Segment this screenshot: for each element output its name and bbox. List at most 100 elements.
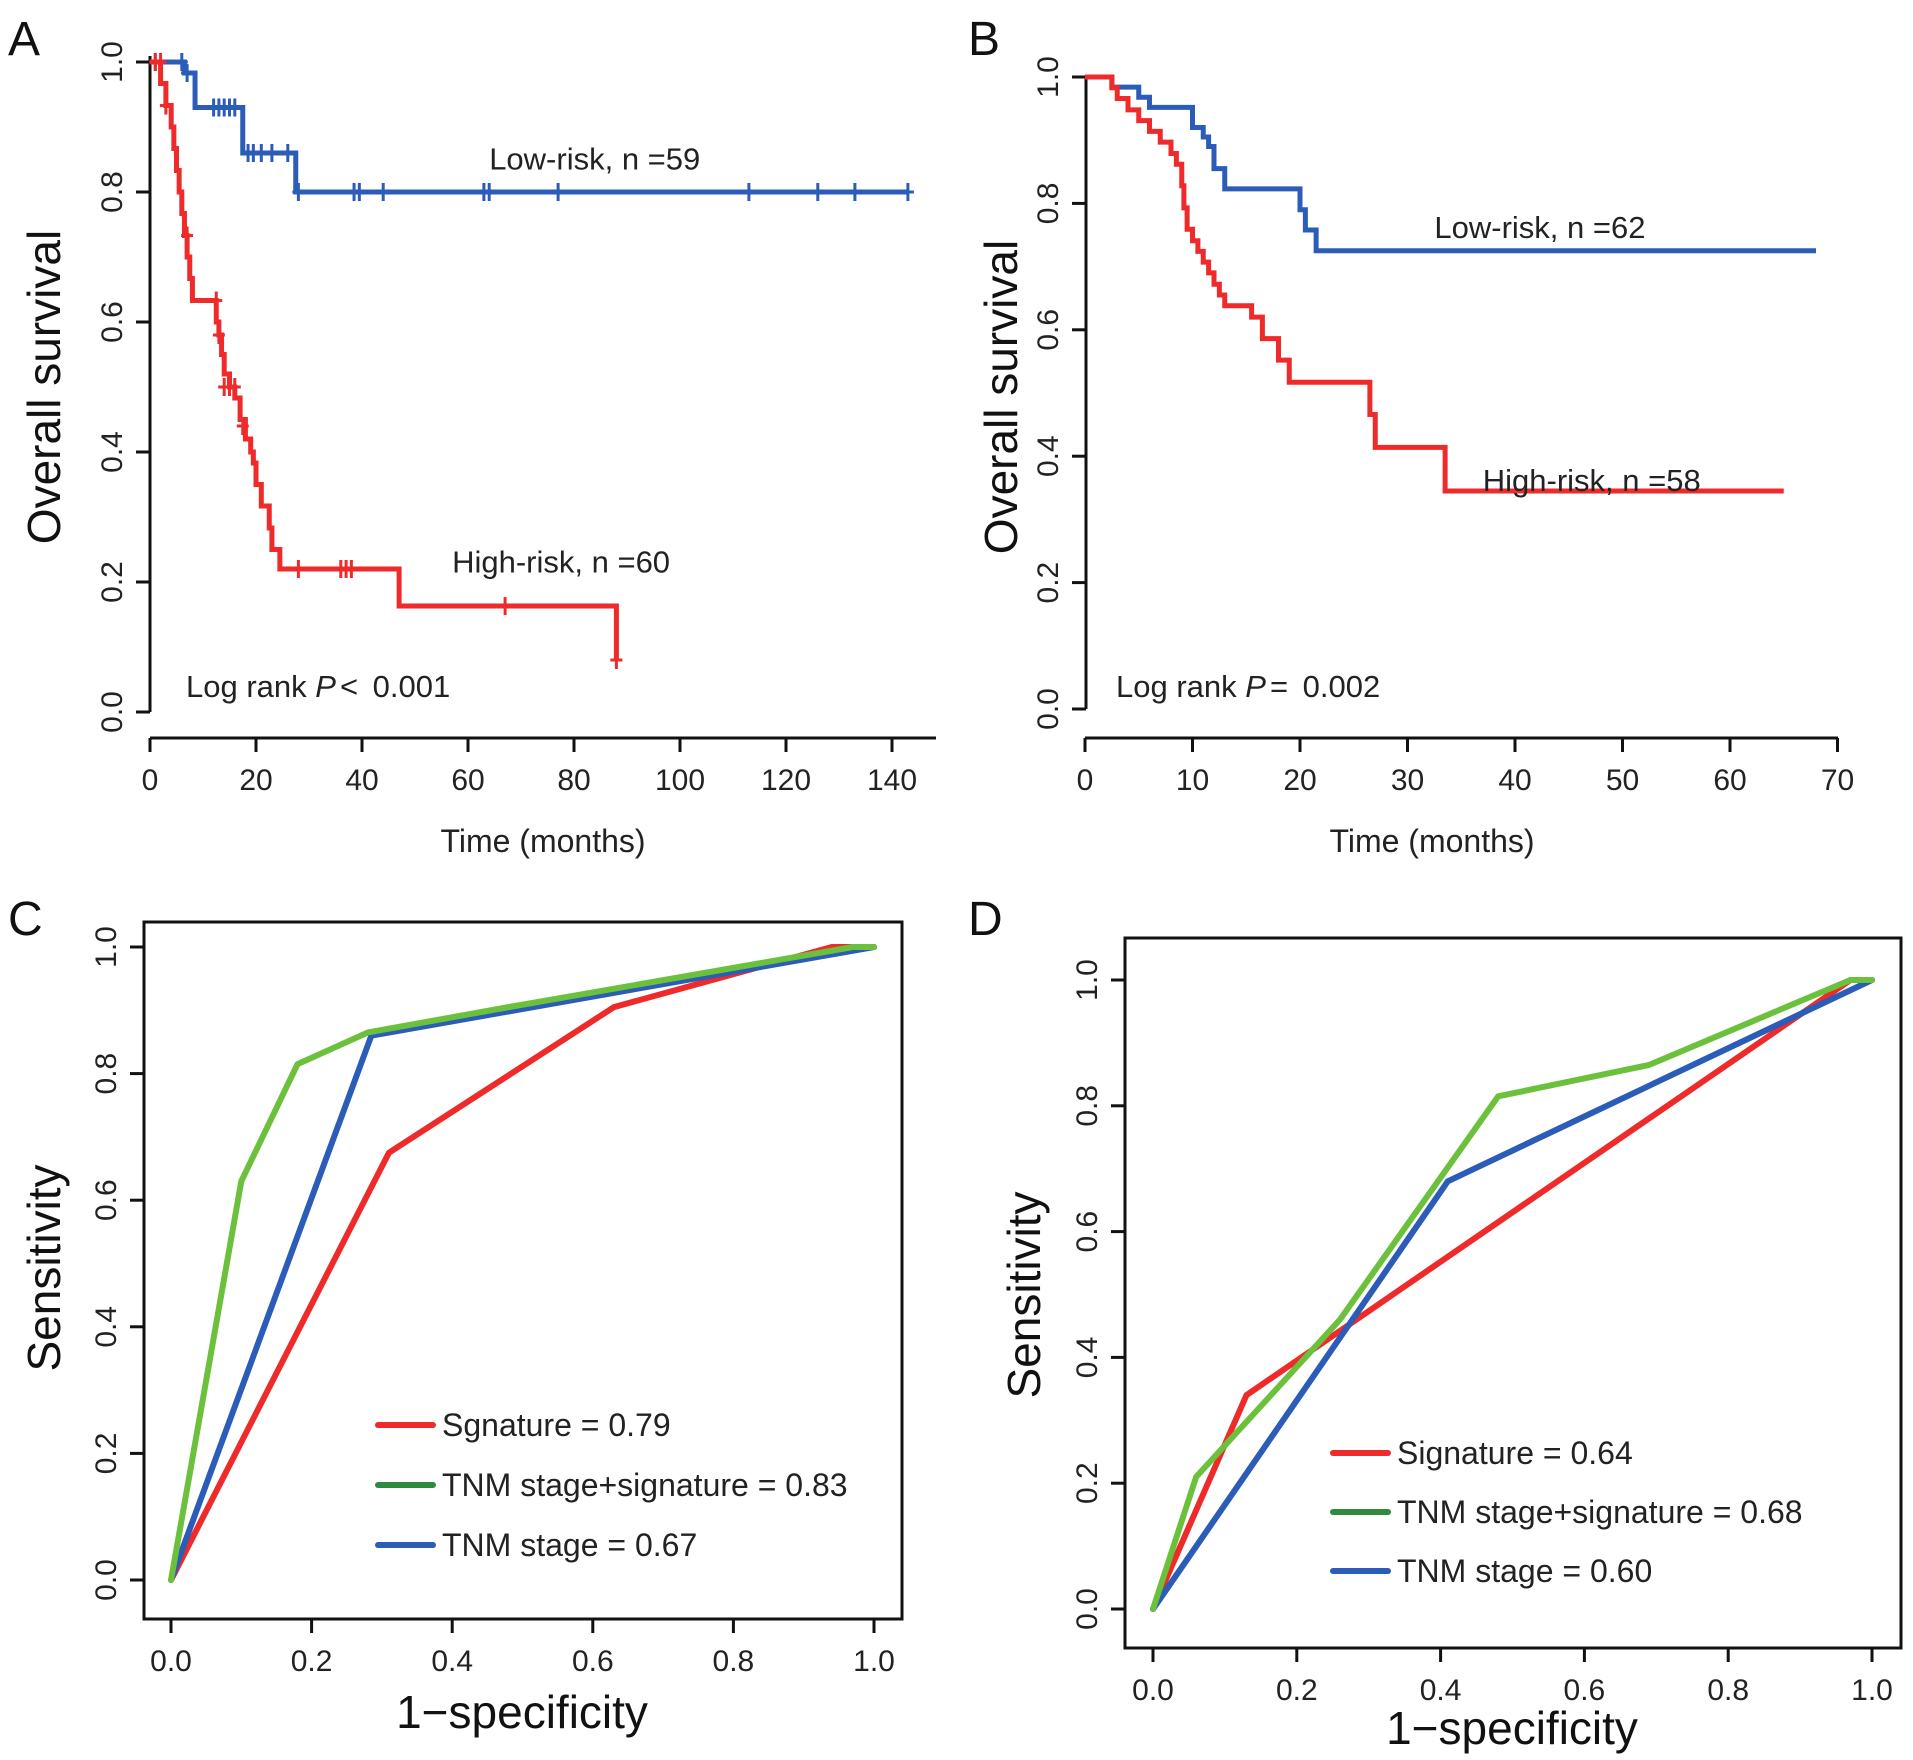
panel-letter-d: D [968, 893, 1003, 946]
x-tick-label: 0.8 [713, 1645, 755, 1678]
panel-d-roc-chart: D 0.00.20.40.60.81.0 0.0 0.2 0.4 0.6 0.8 1.0 … [968, 893, 1903, 1754]
x-ticks: 0.0 0.2 0.4 0.6 0.8 1.0 [1132, 1648, 1893, 1707]
legend-label: TNM stage+signature = 0.83 [442, 1467, 848, 1503]
log-rank-p: P [315, 669, 336, 704]
log-rank-p: P [1245, 669, 1266, 704]
series-group [168, 944, 877, 1583]
x-tick-label: 80 [557, 764, 590, 797]
x-axis-title: Time (months) [440, 823, 645, 859]
x-tick-label: 1.0 [853, 1645, 895, 1678]
survival-curve-low-risk [1085, 74, 1816, 254]
curve-label: High-risk, n =58 [1483, 463, 1701, 498]
y-tick-label: 0.6 [90, 1179, 123, 1221]
y-tick-label: 0.2 [90, 1433, 123, 1475]
plot-frame [142, 920, 904, 1621]
y-tick-label: 0.4 [90, 1306, 123, 1348]
panel-letter-c: C [8, 893, 43, 946]
panel-letter-b: B [968, 13, 1000, 66]
y-axis-title: Sensitivity [18, 1164, 70, 1371]
x-ticks: 0 10 20 30 40 50 60 70 [1077, 738, 1854, 797]
legend-label: Sgnature = 0.79 [442, 1407, 671, 1443]
y-axis-title: Overall survival [975, 240, 1027, 554]
roc-curve-combined_curve [1150, 977, 1875, 1612]
x-tick-label: 50 [1606, 764, 1639, 797]
legend-label: TNM stage+signature = 0.68 [1397, 1494, 1803, 1530]
series-group [1085, 74, 1816, 494]
y-ticks: 0.0 0.2 0.4 0.6 0.8 1.0 [1071, 959, 1125, 1630]
y-ticks: 0.0 0.2 0.4 0.6 0.8 1.0 [1032, 56, 1086, 730]
series-group [1150, 977, 1875, 1612]
x-axis-title: 1−specificity [396, 1686, 648, 1738]
y-ticks: 0.0 0.2 0.4 0.6 0.8 1.0 [96, 41, 150, 733]
y-tick-label: 1.0 [96, 41, 129, 83]
roc-curve-tnm [1150, 977, 1875, 1612]
log-rank-annotation: Log rank P = 0.002 [1116, 669, 1380, 704]
legend: Sgnature = 0.79 TNM stage+signature = 0.8… [375, 1407, 848, 1563]
x-tick-label: 0.8 [1707, 1674, 1749, 1707]
y-tick-label: 0.8 [96, 171, 129, 213]
series-group [149, 53, 914, 669]
curve-label: High-risk, n =60 [452, 544, 670, 579]
legend-label: TNM stage = 0.60 [1397, 1553, 1652, 1589]
legend-label: TNM stage = 0.67 [442, 1527, 697, 1563]
x-tick-label: 20 [239, 764, 272, 797]
y-tick-label: 0.4 [1032, 435, 1065, 477]
x-tick-label: 0.2 [1276, 1674, 1318, 1707]
x-ticks: 0 20 40 60 80 100 120 140 [142, 738, 917, 797]
y-tick-label: 0.0 [1032, 688, 1065, 730]
y-tick-label: 0.0 [90, 1559, 123, 1601]
x-tick-label: 100 [655, 764, 705, 797]
log-rank-op: < [340, 669, 367, 704]
x-tick-label: 70 [1821, 764, 1854, 797]
survival-curve-high-risk [1085, 74, 1784, 494]
x-tick-label: 0.6 [1564, 1674, 1606, 1707]
x-tick-label: 60 [451, 764, 484, 797]
x-tick-label: 10 [1176, 764, 1209, 797]
x-axis-title: 1−specificity [1386, 1702, 1638, 1754]
y-tick-label: 0.2 [1071, 1462, 1104, 1504]
log-rank-value: 0.002 [1303, 669, 1381, 704]
curve-labels: Low-risk, n =59 High-risk, n =60 [452, 141, 700, 579]
x-tick-label: 40 [345, 764, 378, 797]
y-ticks: 0.0 0.2 0.4 0.6 0.8 1.0 [90, 926, 144, 1601]
x-tick-label: 60 [1713, 764, 1746, 797]
curve-label: Low-risk, n =62 [1434, 210, 1645, 245]
y-tick-label: 1.0 [1071, 959, 1104, 1001]
log-rank-op: = [1270, 669, 1297, 704]
panel-c-roc-chart: C 0.00.20.40.60.81.0 0.0 0.2 0.4 0.6 0.8 1.0 … [8, 893, 904, 1738]
x-tick-label: 0.4 [431, 1645, 473, 1678]
log-rank-prefix: Log rank [186, 669, 315, 704]
y-tick-label: 1.0 [1032, 56, 1065, 98]
x-tick-label: 1.0 [1851, 1674, 1893, 1707]
y-tick-label: 1.0 [90, 926, 123, 968]
roc-curve-tnm [168, 944, 877, 1583]
y-tick-label: 0.6 [1071, 1211, 1104, 1253]
y-tick-label: 0.2 [96, 561, 129, 603]
x-tick-label: 0 [142, 764, 159, 797]
roc-curve-combined_curve [168, 944, 877, 1583]
panel-letter-a: A [8, 13, 40, 66]
y-tick-label: 0.8 [1071, 1085, 1104, 1127]
plot-frame [1123, 936, 1903, 1650]
x-tick-label: 0.0 [1132, 1674, 1174, 1707]
log-rank-value: 0.001 [373, 669, 451, 704]
curve-label: Low-risk, n =59 [489, 141, 700, 176]
panel-b-survival-chart: B 0.0 0.2 0.4 0.6 0.8 1.0 0 10 20 30 40 50 60 70 Tim… [968, 13, 1854, 859]
x-tick-label: 0.2 [291, 1645, 333, 1678]
y-axis-title: Overall survival [18, 230, 70, 544]
x-tick-label: 40 [1498, 764, 1531, 797]
y-tick-label: 0.0 [96, 691, 129, 733]
x-tick-label: 20 [1283, 764, 1316, 797]
x-tick-label: 30 [1391, 764, 1424, 797]
y-tick-label: 0.0 [1071, 1588, 1104, 1630]
x-axis-title: Time (months) [1329, 823, 1534, 859]
y-tick-label: 0.4 [1071, 1337, 1104, 1379]
y-tick-label: 0.8 [1032, 183, 1065, 225]
x-tick-label: 0 [1077, 764, 1094, 797]
x-tick-label: 0.4 [1420, 1674, 1462, 1707]
y-tick-label: 0.6 [96, 301, 129, 343]
panel-a-survival-chart: A 0.00.20.40.60.81.0 0 20 40 60 80 100 120 140 … [8, 13, 936, 859]
log-rank-prefix: Log rank [1116, 669, 1245, 704]
y-tick-label: 0.8 [90, 1053, 123, 1095]
